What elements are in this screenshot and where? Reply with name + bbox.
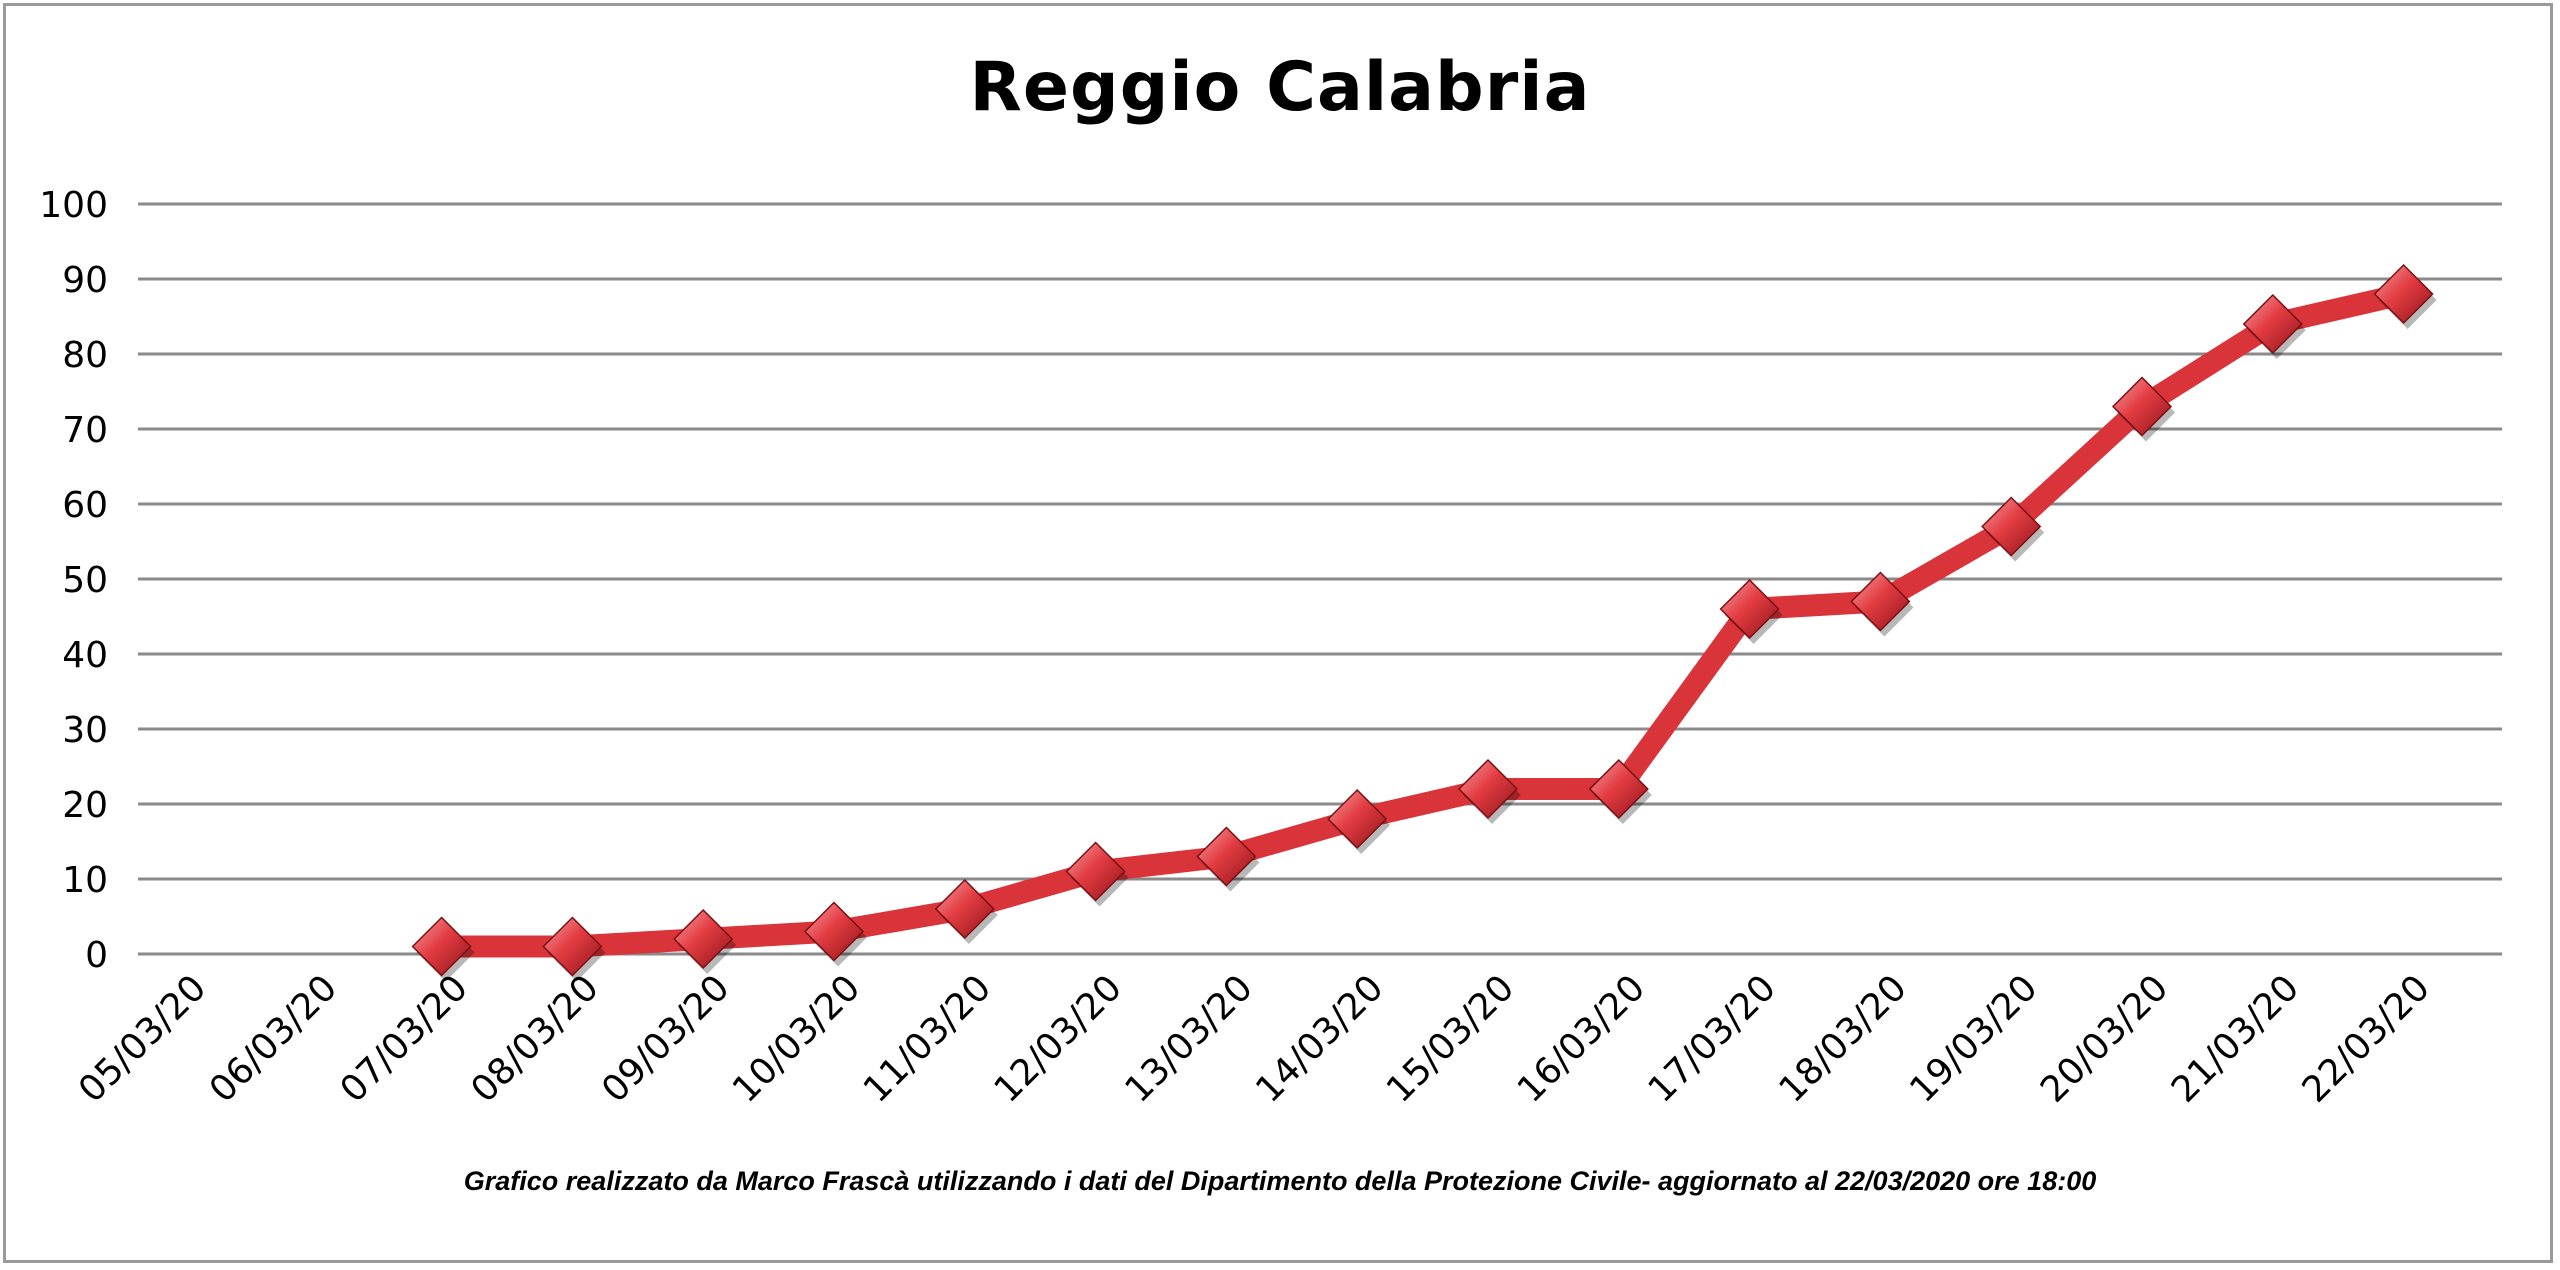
x-tick-label: 21/03/20 [2164, 967, 2307, 1110]
x-axis: 05/03/2006/03/2007/03/2008/03/2009/03/20… [71, 967, 2438, 1110]
chart-title: Reggio Calabria [969, 48, 1591, 127]
y-tick-label: 80 [62, 335, 108, 376]
data-point-marker [1719, 578, 1780, 640]
x-tick-label: 20/03/20 [2033, 967, 2176, 1110]
data-point-marker [934, 878, 995, 940]
x-tick-label: 06/03/20 [202, 967, 345, 1110]
series-line [430, 283, 2415, 958]
data-point-marker [1981, 496, 2042, 557]
data-point-marker [1588, 758, 1649, 820]
x-tick-label: 11/03/20 [856, 967, 999, 1110]
x-tick-label: 14/03/20 [1248, 967, 1391, 1110]
chart-footer-note: Grafico realizzato da Marco Frascà utili… [463, 1166, 2097, 1196]
y-tick-label: 20 [62, 785, 108, 826]
x-tick-label: 08/03/20 [463, 967, 606, 1110]
y-tick-label: 40 [62, 635, 108, 676]
data-point-marker [1850, 571, 1911, 632]
x-tick-label: 13/03/20 [1117, 967, 1260, 1110]
x-tick-label: 05/03/20 [71, 967, 214, 1110]
x-tick-label: 17/03/20 [1641, 967, 1784, 1110]
data-point-marker [542, 916, 603, 977]
series-line-path [430, 283, 2415, 958]
x-tick-label: 19/03/20 [1902, 967, 2045, 1110]
x-tick-label: 22/03/20 [2295, 967, 2438, 1110]
data-point-marker [1327, 788, 1388, 850]
y-tick-label: 60 [62, 485, 108, 526]
y-tick-label: 50 [62, 560, 108, 601]
x-tick-label: 12/03/20 [987, 967, 1130, 1110]
x-tick-label: 09/03/20 [594, 967, 737, 1110]
y-tick-label: 70 [62, 410, 108, 451]
chart-frame [3, 3, 2553, 1263]
data-point-marker [1196, 826, 1257, 887]
gridlines [138, 202, 2502, 956]
y-tick-label: 30 [62, 710, 108, 751]
y-tick-label: 90 [62, 260, 108, 301]
y-tick-label: 0 [85, 935, 108, 976]
y-tick-label: 10 [62, 860, 108, 901]
data-point-marker [803, 901, 865, 962]
data-point-marker [1065, 841, 1126, 902]
data-point-marker [411, 916, 472, 977]
y-tick-label: 100 [39, 185, 108, 226]
y-axis: 0 10 20 30 40 50 60 70 80 90 100 [39, 185, 108, 976]
x-tick-label: 18/03/20 [1771, 967, 1914, 1110]
x-tick-label: 16/03/20 [1510, 967, 1653, 1110]
x-tick-label: 15/03/20 [1379, 967, 1522, 1110]
x-tick-label: 07/03/20 [333, 967, 476, 1110]
data-point-marker [2111, 376, 2173, 437]
series-markers [411, 263, 2437, 982]
data-point-marker [1457, 758, 1519, 820]
data-point-marker [2242, 293, 2303, 355]
data-point-marker [2373, 263, 2434, 325]
x-tick-label: 10/03/20 [725, 967, 868, 1110]
data-point-marker [673, 908, 734, 970]
